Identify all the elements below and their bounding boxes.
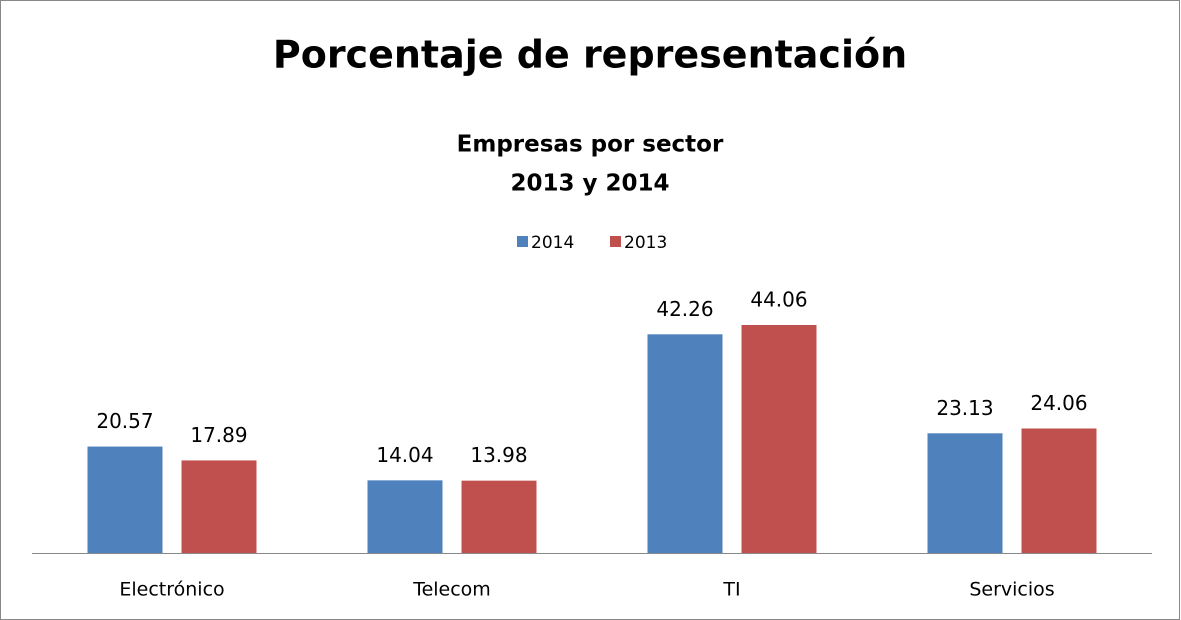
x-tick-label: Servicios (969, 579, 1054, 601)
data-label: 17.89 (190, 423, 247, 447)
x-tick-label: Electrónico (119, 579, 224, 601)
legend-swatch (517, 236, 528, 247)
bar (461, 480, 537, 553)
chart-title: Porcentaje de representación (273, 33, 907, 77)
bar (927, 433, 1003, 553)
chart-subtitle: 2013 y 2014 (510, 171, 669, 197)
chart-subtitle: Empresas por sector (457, 132, 724, 158)
data-label: 42.26 (656, 297, 713, 321)
bar (367, 480, 443, 553)
bar (181, 460, 257, 553)
x-tick-label: Telecom (412, 579, 491, 601)
data-label: 44.06 (750, 287, 807, 311)
legend-swatch (610, 236, 621, 247)
data-label: 13.98 (470, 443, 527, 467)
x-tick-label: TI (722, 579, 740, 601)
legend-label: 2013 (624, 233, 667, 253)
bar (1021, 428, 1097, 553)
bar (87, 446, 163, 553)
bar (647, 334, 723, 553)
data-label: 14.04 (376, 443, 433, 467)
data-label: 24.06 (1030, 391, 1087, 415)
data-label: 23.13 (936, 396, 993, 420)
data-label: 20.57 (96, 409, 153, 433)
legend-label: 2014 (531, 233, 574, 253)
bar (741, 324, 817, 553)
